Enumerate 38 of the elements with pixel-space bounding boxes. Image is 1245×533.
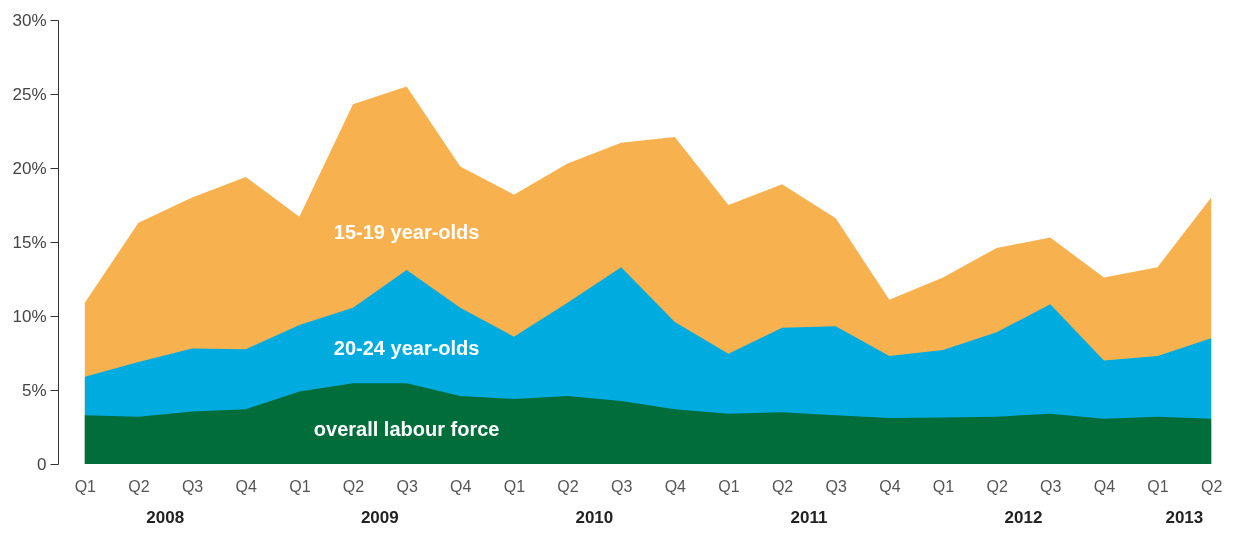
text: 2008	[146, 508, 185, 527]
y-tick-label: 20%	[12, 158, 47, 178]
x-tick-label: Q3	[181, 477, 204, 495]
x-tick-label: Q1	[74, 477, 97, 495]
x-tick-label: Q2	[771, 477, 794, 495]
series-label: overall labour force	[313, 418, 500, 441]
x-tick-label: Q4	[664, 477, 687, 495]
y-tick-label: 25%	[12, 84, 47, 104]
text: 2010	[575, 508, 614, 527]
text: 2013	[1165, 508, 1204, 527]
text: 2012	[1004, 508, 1043, 527]
x-tick-label: Q2	[557, 477, 579, 495]
x-tick-label: Q4	[235, 477, 257, 495]
y-tick-label: 15%	[12, 232, 47, 252]
x-tick-label: Q4	[450, 477, 472, 495]
y-tick-label: 30%	[12, 10, 47, 30]
text: 2009	[360, 508, 399, 527]
x-tick-label: Q1	[932, 477, 955, 495]
x-tick-label: Q1	[289, 477, 311, 495]
series-label: 20-24 year-olds	[333, 337, 480, 360]
y-tick-label: 0	[37, 454, 47, 474]
x-tick-label: Q4	[879, 477, 901, 495]
x-tick-label: Q4	[1093, 477, 1116, 495]
x-tick-label: Q1	[503, 477, 526, 495]
x-tick-label: Q2	[342, 477, 365, 495]
y-tick-label: 5%	[21, 380, 47, 400]
series-label: 15-19 year-olds	[333, 221, 480, 244]
x-tick-label: Q1	[718, 477, 740, 495]
x-tick-label: Q3	[825, 477, 847, 495]
x-tick-label: Q1	[1147, 477, 1169, 495]
x-tick-label: Q3	[611, 477, 633, 495]
x-tick-label: Q2	[1201, 477, 1223, 495]
x-tick-label: Q3	[1040, 477, 1062, 495]
y-tick-label: 10%	[12, 306, 47, 326]
text: 2011	[790, 508, 828, 527]
x-tick-label: Q2	[986, 477, 1008, 495]
x-tick-label: Q2	[128, 477, 150, 495]
x-tick-label: Q3	[396, 477, 418, 495]
